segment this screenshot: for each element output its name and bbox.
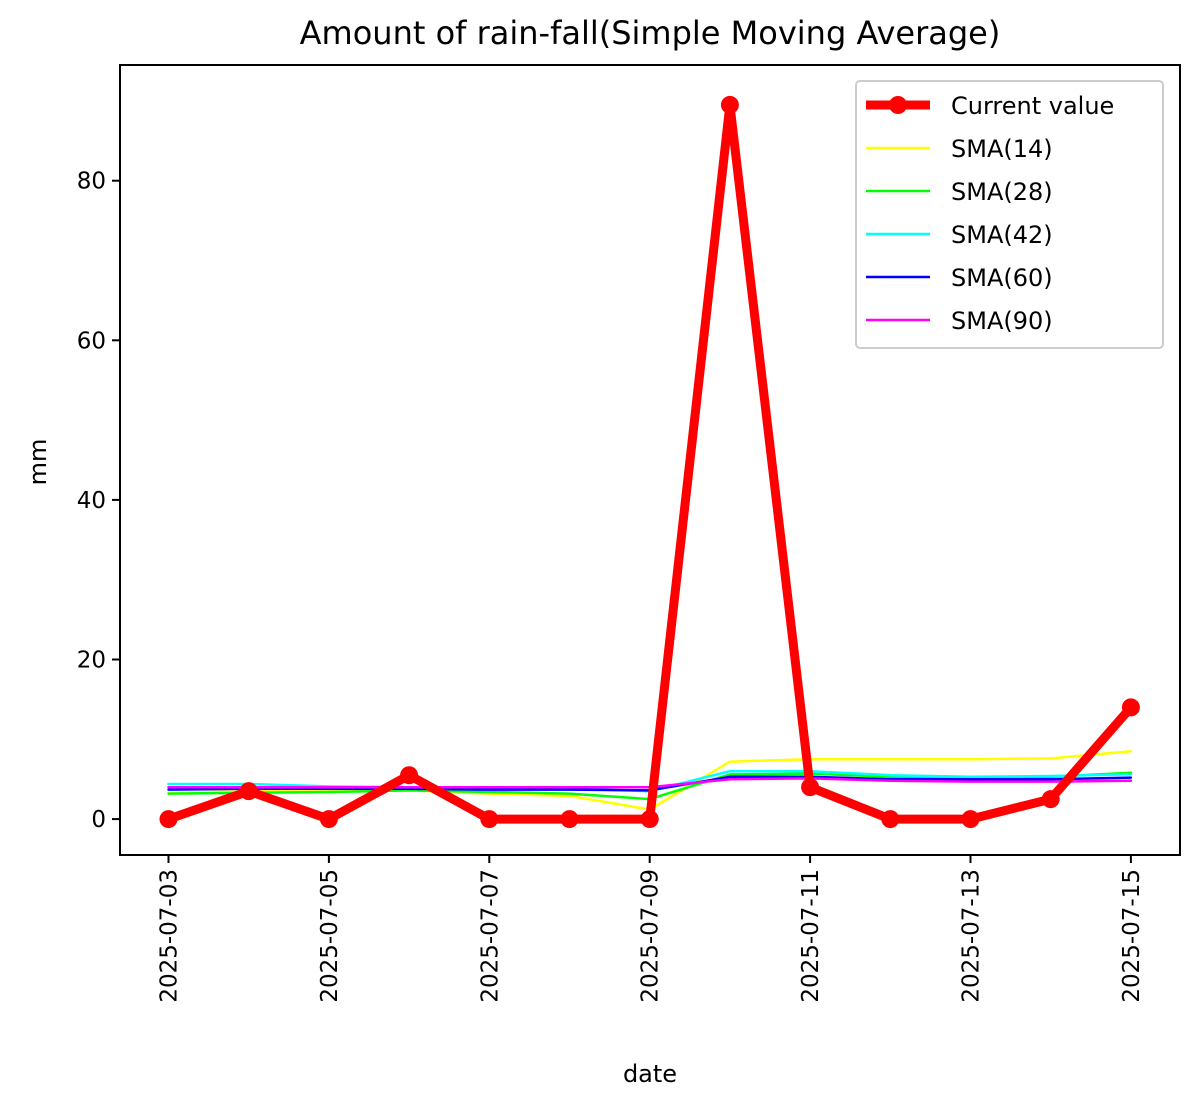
legend-label-sma-14: SMA(14) bbox=[951, 135, 1053, 163]
x-tick-label: 2025-07-13 bbox=[959, 869, 985, 1003]
x-tick-label: 2025-07-05 bbox=[317, 869, 343, 1003]
x-tick-label: 2025-07-03 bbox=[157, 869, 183, 1003]
x-axis: 2025-07-03 2025-07-05 2025-07-07 2025-07-09… bbox=[157, 855, 1145, 1003]
y-tick-label: 60 bbox=[77, 328, 106, 354]
legend-label-sma-90: SMA(90) bbox=[951, 307, 1053, 335]
data-point-current-value bbox=[239, 782, 258, 801]
data-point-current-value bbox=[159, 810, 178, 829]
y-tick-label: 40 bbox=[77, 488, 106, 514]
data-point-current-value bbox=[961, 810, 980, 829]
data-point-current-value bbox=[640, 810, 659, 829]
data-point-current-value bbox=[801, 778, 820, 797]
data-point-current-value bbox=[1041, 790, 1060, 809]
x-axis-label: date bbox=[622, 1060, 678, 1088]
x-tick-label: 2025-07-07 bbox=[477, 869, 503, 1003]
legend-label-sma-42: SMA(42) bbox=[951, 221, 1053, 249]
x-tick-label: 2025-07-15 bbox=[1119, 869, 1145, 1003]
data-point-current-value bbox=[480, 810, 499, 829]
y-tick-label: 80 bbox=[77, 169, 106, 195]
x-tick-label: 2025-07-11 bbox=[798, 869, 824, 1003]
data-point-current-value bbox=[720, 95, 739, 114]
y-axis: 0 20 40 60 80 bbox=[77, 169, 120, 833]
legend-label-current-value: Current value bbox=[951, 92, 1114, 120]
chart-title: Amount of rain-fall(Simple Moving Averag… bbox=[299, 14, 1001, 52]
legend: Current value SMA(14) SMA(28) SMA(42) SMA(60… bbox=[855, 80, 1164, 349]
legend-marker-current-value bbox=[889, 96, 907, 114]
y-tick-label: 20 bbox=[77, 647, 106, 673]
x-tick-label: 2025-07-09 bbox=[638, 869, 664, 1003]
data-point-current-value bbox=[560, 810, 579, 829]
series-layer bbox=[159, 95, 1140, 829]
data-point-current-value bbox=[881, 810, 900, 829]
y-tick-label: 0 bbox=[91, 807, 106, 833]
data-point-current-value bbox=[1121, 698, 1140, 717]
legend-label-sma-60: SMA(60) bbox=[951, 264, 1053, 292]
data-point-current-value bbox=[319, 810, 338, 829]
legend-box bbox=[855, 80, 1164, 349]
legend-label-sma-28: SMA(28) bbox=[951, 178, 1053, 206]
data-point-current-value bbox=[400, 766, 419, 785]
